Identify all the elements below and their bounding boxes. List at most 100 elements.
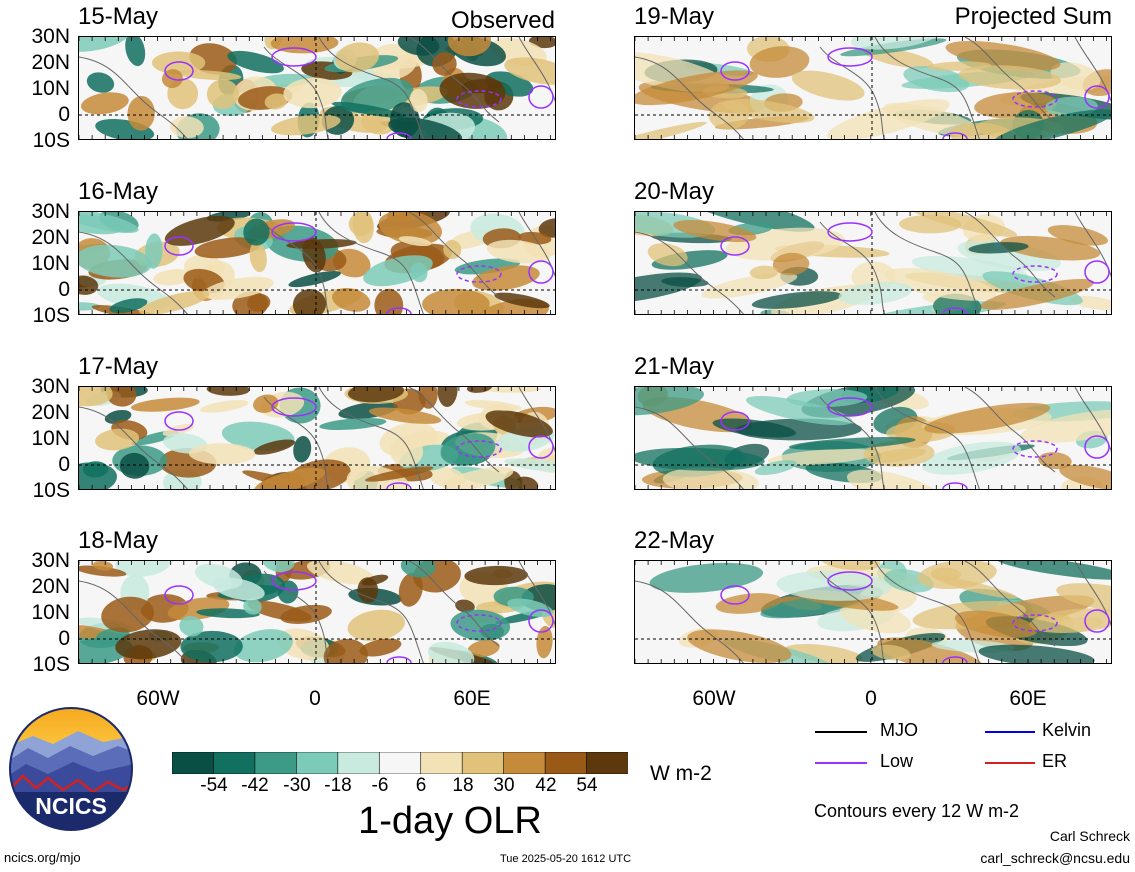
low-contour bbox=[827, 47, 873, 67]
olr-anomaly-blob bbox=[974, 91, 1057, 119]
olr-anomaly-blob bbox=[978, 644, 1095, 663]
olr-anomaly-blob bbox=[504, 458, 555, 473]
coastline bbox=[635, 406, 744, 489]
olr-anomaly-blob bbox=[332, 288, 371, 312]
legend-label-kelvin: Kelvin bbox=[1042, 720, 1092, 740]
panel-date-observed-2: 16-May bbox=[78, 178, 159, 205]
olr-anomaly-blob bbox=[791, 70, 865, 101]
contours-note: Contours every 12 W m-2 bbox=[814, 801, 1020, 821]
colorbar-segment bbox=[172, 752, 215, 774]
low-contour bbox=[528, 85, 554, 109]
olr-anomaly-blob bbox=[199, 400, 249, 413]
lat-label: 0 bbox=[58, 453, 70, 476]
olr-anomaly-blob bbox=[821, 561, 881, 571]
olr-anomaly-blob bbox=[422, 288, 490, 314]
olr-anomaly-blob bbox=[91, 305, 162, 314]
low-contour bbox=[720, 411, 750, 431]
low-contour bbox=[456, 265, 502, 283]
legend-swatch-low bbox=[815, 762, 867, 764]
olr-anomaly-blob bbox=[472, 265, 540, 291]
coastline bbox=[518, 387, 555, 453]
lat-label: 20N bbox=[31, 575, 70, 598]
coastline bbox=[1074, 387, 1111, 453]
olr-anomaly-blob bbox=[712, 418, 796, 438]
coastline bbox=[408, 37, 500, 123]
olr-anomaly-blob bbox=[206, 387, 250, 396]
low-contour bbox=[827, 571, 873, 591]
olr-anomaly-blob bbox=[188, 443, 256, 465]
olr-anomaly-blob bbox=[106, 387, 137, 407]
colorbar-segment bbox=[461, 752, 505, 774]
olr-anomaly-blob bbox=[79, 37, 130, 52]
coastline bbox=[79, 231, 188, 314]
olr-anomaly-blob bbox=[443, 240, 462, 259]
olr-anomaly-blob bbox=[95, 428, 140, 451]
low-contour bbox=[386, 656, 412, 663]
olr-anomaly-blob bbox=[992, 109, 1111, 139]
olr-anomaly-blob bbox=[196, 608, 260, 619]
coastline bbox=[874, 387, 980, 489]
lat-label: 10S bbox=[32, 653, 70, 676]
olr-anomaly-blob bbox=[715, 593, 783, 614]
olr-anomaly-blob bbox=[319, 417, 387, 431]
low-contour bbox=[1012, 440, 1058, 458]
legend-label-low: Low bbox=[880, 751, 914, 771]
lat-label: 10N bbox=[31, 427, 70, 450]
lon-label: 60E bbox=[1009, 687, 1047, 710]
olr-anomaly-blob bbox=[536, 625, 553, 659]
colorbar-tick-label: 42 bbox=[535, 775, 557, 796]
low-contour bbox=[386, 307, 412, 314]
olr-anomaly-blob bbox=[846, 469, 943, 489]
olr-anomaly-blob bbox=[1069, 295, 1111, 311]
coastline bbox=[79, 406, 188, 489]
low-contour bbox=[386, 132, 412, 139]
olr-anomaly-blob bbox=[924, 402, 1051, 434]
olr-anomaly-blob bbox=[464, 399, 522, 411]
olr-anomaly-blob bbox=[437, 387, 458, 407]
olr-anomaly-blob bbox=[450, 609, 511, 641]
low-contour bbox=[528, 609, 554, 633]
olr-anomaly-blob bbox=[751, 291, 842, 309]
lat-label: 0 bbox=[58, 627, 70, 650]
low-contour bbox=[456, 90, 502, 108]
olr-anomaly-blob bbox=[368, 407, 442, 424]
olr-anomaly-blob bbox=[427, 641, 475, 663]
olr-anomaly-blob bbox=[871, 644, 911, 661]
lat-label: 30N bbox=[31, 200, 70, 223]
low-contour bbox=[1012, 265, 1058, 283]
coastline bbox=[635, 580, 744, 663]
olr-anomaly-blob bbox=[708, 100, 750, 130]
olr-anomaly-blob bbox=[109, 298, 148, 314]
olr-anomaly-blob bbox=[538, 218, 555, 238]
coastline bbox=[518, 37, 555, 103]
low-contour bbox=[827, 397, 873, 417]
olr-anomaly-blob bbox=[347, 387, 405, 403]
low-contour bbox=[528, 260, 554, 284]
olr-anomaly-blob bbox=[212, 577, 265, 601]
figure-title: 1-day OLR bbox=[358, 800, 542, 842]
colorbar-segment bbox=[503, 752, 546, 774]
olr-anomaly-blob bbox=[82, 461, 109, 478]
olr-anomaly-blob bbox=[153, 269, 194, 286]
olr-anomaly-blob bbox=[745, 395, 853, 426]
olr-anomaly-field bbox=[79, 387, 555, 489]
colorbar-tick-label: -42 bbox=[241, 775, 269, 796]
olr-anomaly-blob bbox=[243, 598, 262, 615]
olr-anomaly-blob bbox=[494, 292, 550, 309]
site-url: ncics.org/mjo bbox=[4, 850, 81, 865]
olr-anomaly-blob bbox=[365, 466, 434, 482]
olr-anomaly-blob bbox=[968, 242, 1029, 254]
olr-anomaly-blob bbox=[455, 599, 475, 613]
olr-anomaly-blob bbox=[647, 243, 688, 267]
low-contour bbox=[164, 236, 194, 256]
coastline bbox=[819, 46, 885, 139]
olr-anomaly-blob bbox=[307, 561, 374, 585]
olr-anomaly-field bbox=[635, 387, 1111, 489]
panel-date-observed-3: 17-May bbox=[78, 353, 159, 380]
olr-map-panel bbox=[634, 36, 1112, 140]
olr-map-panel bbox=[78, 386, 556, 490]
olr-anomaly-blob bbox=[788, 436, 916, 450]
low-contour bbox=[1012, 614, 1058, 632]
olr-anomaly-blob bbox=[247, 293, 271, 312]
olr-anomaly-blob bbox=[145, 233, 163, 269]
